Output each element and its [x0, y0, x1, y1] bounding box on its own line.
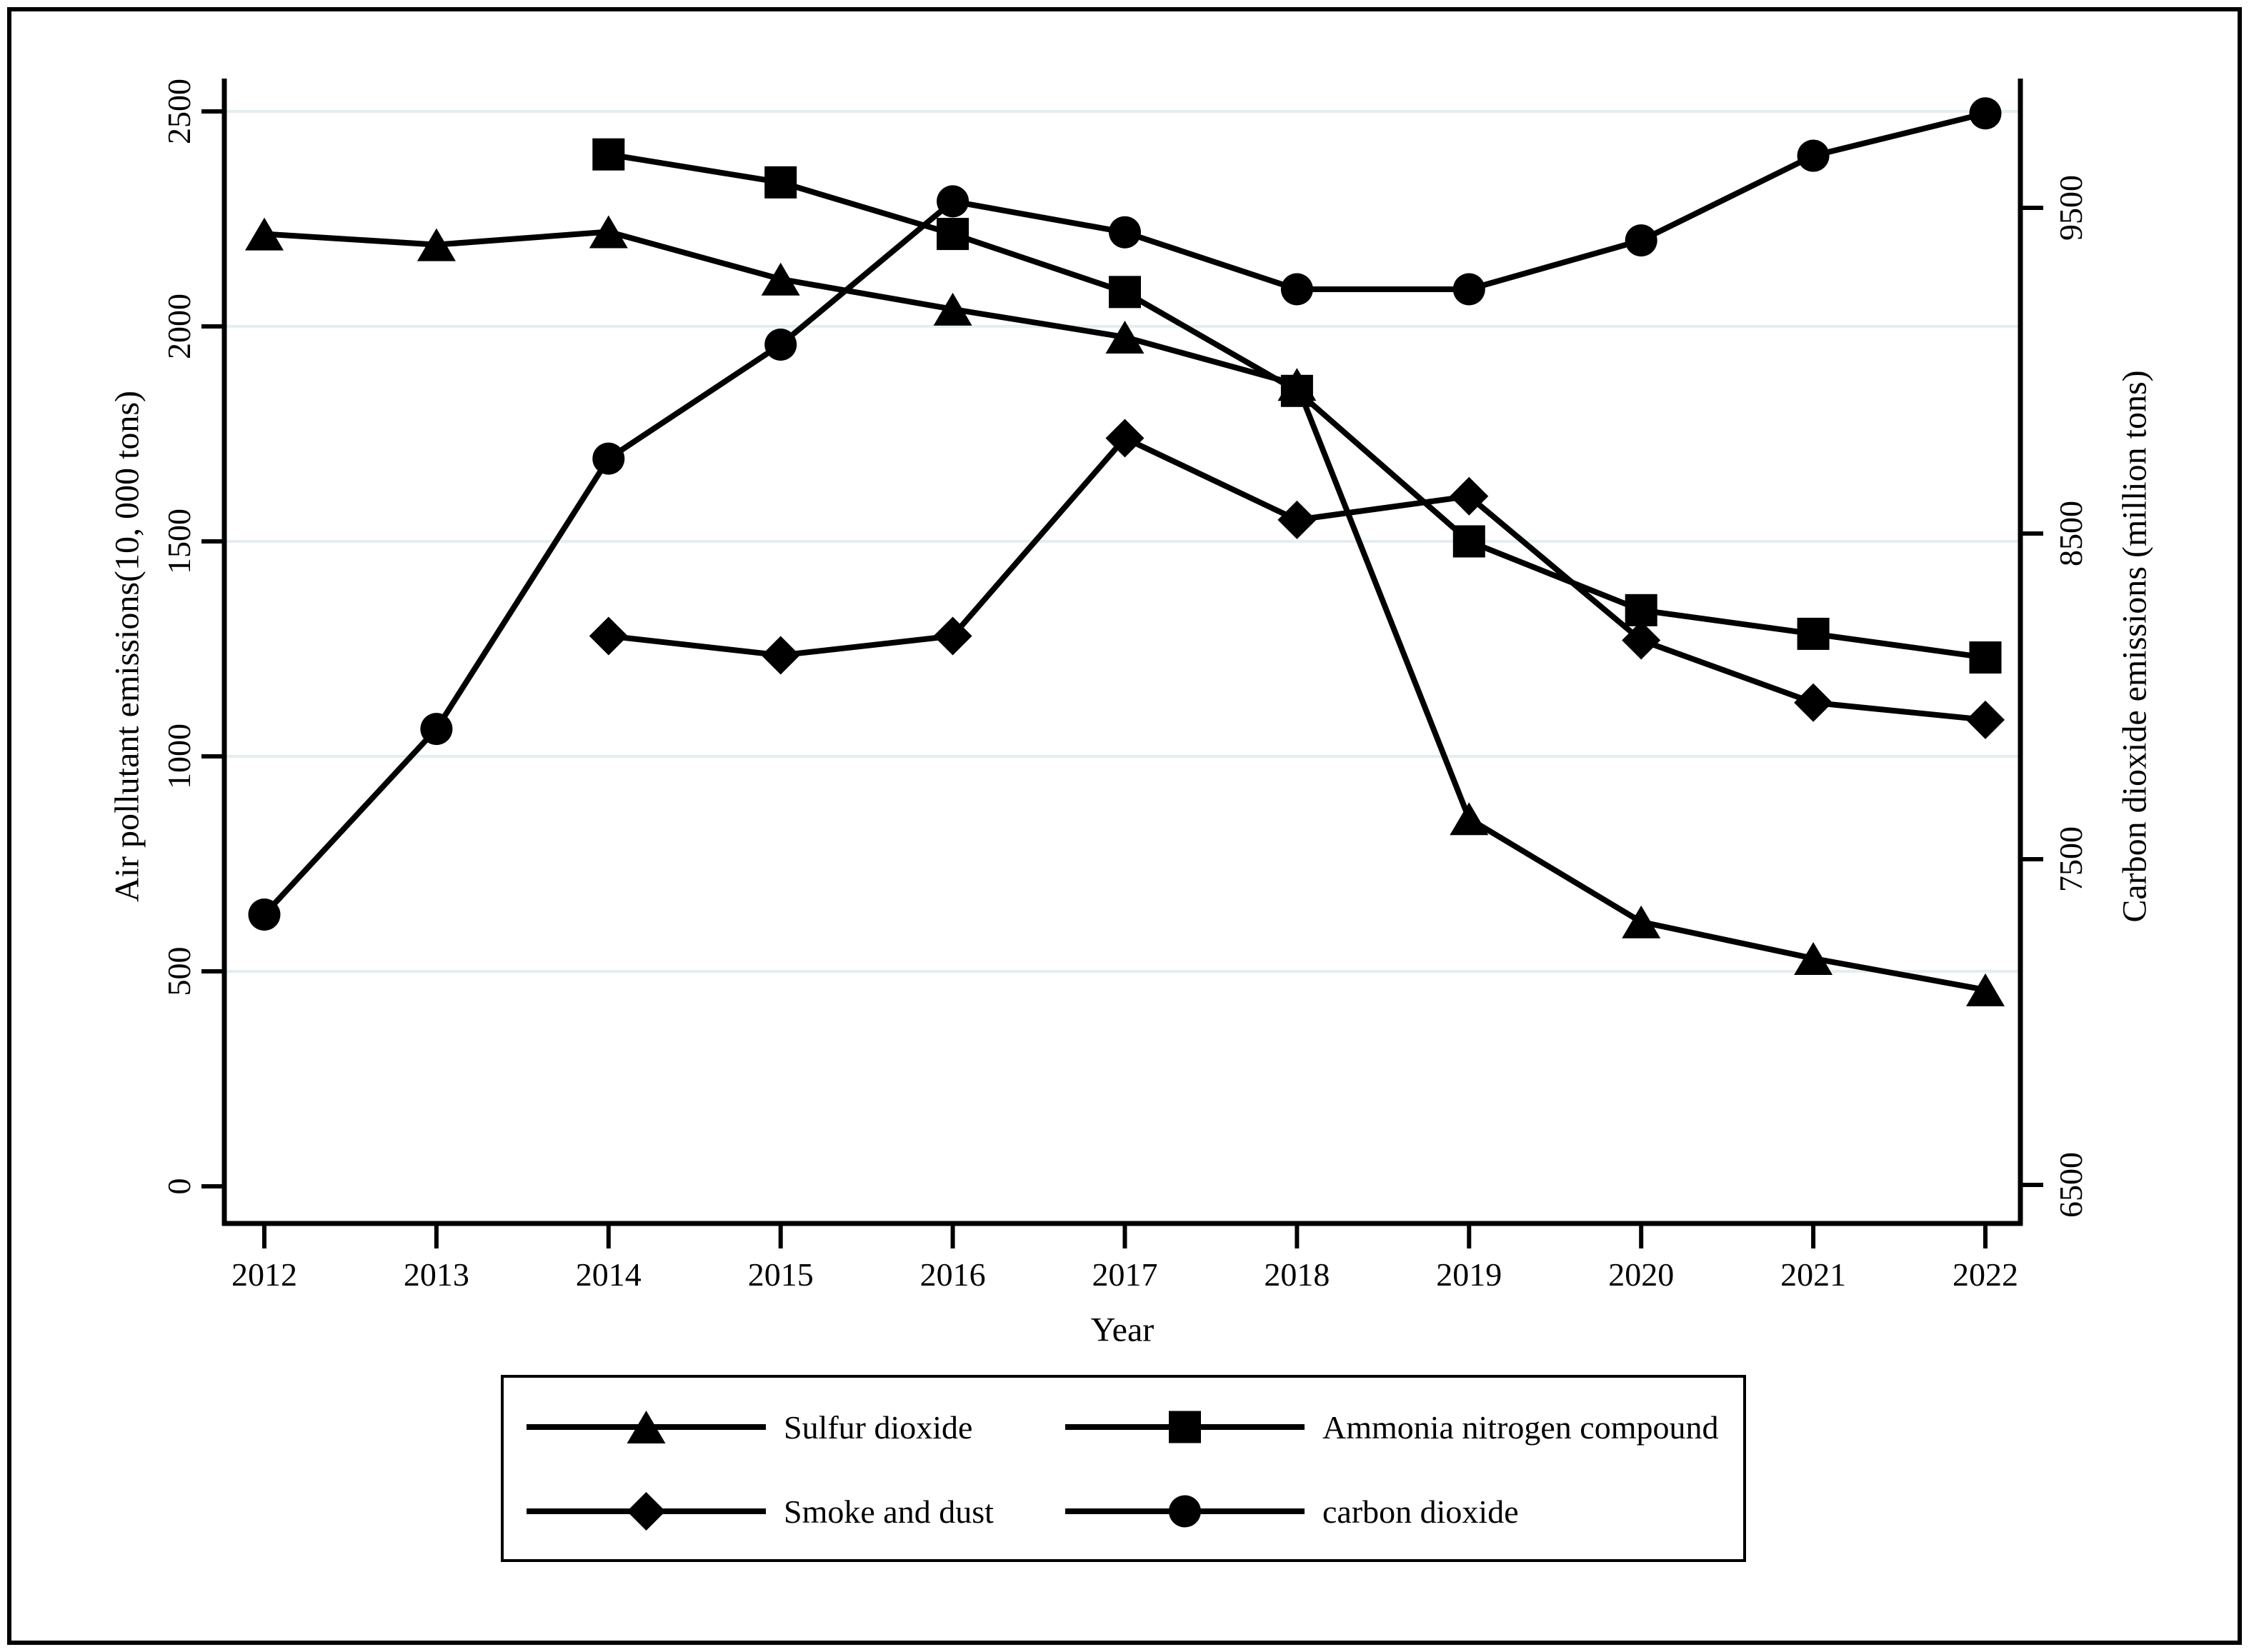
marker-smoke-and-dust-2020: [1622, 621, 1661, 660]
x-tick-label: 2019: [1436, 1256, 1502, 1293]
legend-box: [501, 1375, 1746, 1562]
marker-smoke-and-dust-2022: [1966, 700, 2005, 739]
series-line-smoke-and-dust: [608, 434, 1986, 723]
x-tick-label: 2020: [1608, 1256, 1674, 1293]
legend-diamond-icon: [627, 1492, 666, 1531]
marker-carbon-dioxide-2021: [1797, 139, 1830, 172]
x-tick-label: 2017: [1092, 1256, 1158, 1293]
marker-ammonia-nitrogen-compound-2021: [1797, 617, 1830, 650]
marker-smoke-and-dust-2016: [933, 616, 972, 656]
marker-sulfur-dioxide-2020: [1622, 905, 1661, 938]
right-tick-label: 9500: [2053, 175, 2089, 241]
legend-label-smoke-and-dust: Smoke and dust: [784, 1493, 994, 1530]
x-tick-label: 2016: [920, 1256, 986, 1293]
legend-circle-icon: [1169, 1495, 1201, 1528]
legend-square-icon: [1169, 1411, 1201, 1443]
marker-carbon-dioxide-2017: [1109, 216, 1141, 249]
marker-sulfur-dioxide-2017: [1105, 321, 1145, 354]
marker-ammonia-nitrogen-compound-2018: [1280, 374, 1313, 407]
marker-smoke-and-dust-2015: [761, 636, 800, 675]
marker-smoke-and-dust-2021: [1794, 683, 1833, 722]
marker-carbon-dioxide-2015: [764, 329, 797, 361]
marker-ammonia-nitrogen-compound-2019: [1452, 525, 1485, 558]
x-tick-label: 2012: [231, 1256, 297, 1293]
x-tick-label: 2022: [1953, 1256, 2018, 1293]
marker-ammonia-nitrogen-compound-2020: [1625, 594, 1657, 626]
left-tick-label: 2500: [161, 79, 197, 144]
left-tick-label: 500: [161, 947, 197, 996]
x-axis-title: Year: [1090, 1311, 1155, 1349]
marker-sulfur-dioxide-2016: [933, 292, 972, 326]
right-tick-label: 8500: [2053, 501, 2089, 566]
marker-smoke-and-dust-2018: [1277, 500, 1317, 539]
marker-sulfur-dioxide-2015: [761, 262, 800, 296]
right-axis-title: Carbon dioxide emissions (million tons): [2115, 370, 2154, 923]
marker-smoke-and-dust-2019: [1450, 476, 1489, 516]
marker-ammonia-nitrogen-compound-2015: [764, 166, 797, 199]
left-axis-title: Air pollutant emissions(10, 000 tons): [108, 391, 146, 902]
left-tick-label: 1000: [161, 724, 197, 789]
right-tick-label: 7500: [2053, 826, 2089, 892]
marker-sulfur-dioxide-2021: [1794, 941, 1833, 975]
marker-carbon-dioxide-2018: [1280, 273, 1313, 306]
marker-sulfur-dioxide-2022: [1966, 973, 2005, 1006]
marker-carbon-dioxide-2014: [592, 442, 625, 475]
marker-carbon-dioxide-2020: [1625, 224, 1657, 257]
figure-border: [7, 7, 2242, 1645]
x-tick-label: 2014: [576, 1256, 642, 1293]
legend-triangle-icon: [627, 1411, 666, 1443]
x-tick-label: 2015: [748, 1256, 814, 1293]
x-tick-label: 2013: [404, 1256, 469, 1293]
legend-label-carbon-dioxide: carbon dioxide: [1322, 1493, 1519, 1530]
legend-label-sulfur-dioxide: Sulfur dioxide: [784, 1409, 972, 1446]
left-tick-label: 0: [161, 1178, 197, 1195]
marker-carbon-dioxide-2012: [248, 898, 281, 931]
marker-sulfur-dioxide-2019: [1450, 802, 1489, 836]
marker-sulfur-dioxide-2012: [245, 217, 284, 251]
marker-carbon-dioxide-2016: [937, 185, 969, 218]
marker-sulfur-dioxide-2014: [589, 215, 628, 249]
right-tick-label: 6500: [2053, 1152, 2089, 1218]
left-tick-label: 1500: [161, 509, 197, 574]
marker-smoke-and-dust-2014: [589, 616, 628, 656]
x-tick-label: 2021: [1780, 1256, 1846, 1293]
marker-ammonia-nitrogen-compound-2016: [937, 218, 969, 251]
marker-smoke-and-dust-2017: [1105, 419, 1145, 458]
marker-sulfur-dioxide-2013: [417, 228, 456, 261]
marker-carbon-dioxide-2019: [1452, 273, 1485, 306]
left-tick-label: 2000: [161, 294, 197, 359]
marker-ammonia-nitrogen-compound-2017: [1109, 276, 1141, 309]
legend-label-ammonia-nitrogen-compound: Ammonia nitrogen compound: [1322, 1409, 1718, 1446]
marker-carbon-dioxide-2013: [420, 713, 453, 746]
x-tick-label: 2018: [1264, 1256, 1330, 1293]
marker-ammonia-nitrogen-compound-2022: [1969, 641, 2002, 674]
marker-ammonia-nitrogen-compound-2014: [592, 138, 625, 171]
marker-carbon-dioxide-2022: [1969, 97, 2002, 130]
